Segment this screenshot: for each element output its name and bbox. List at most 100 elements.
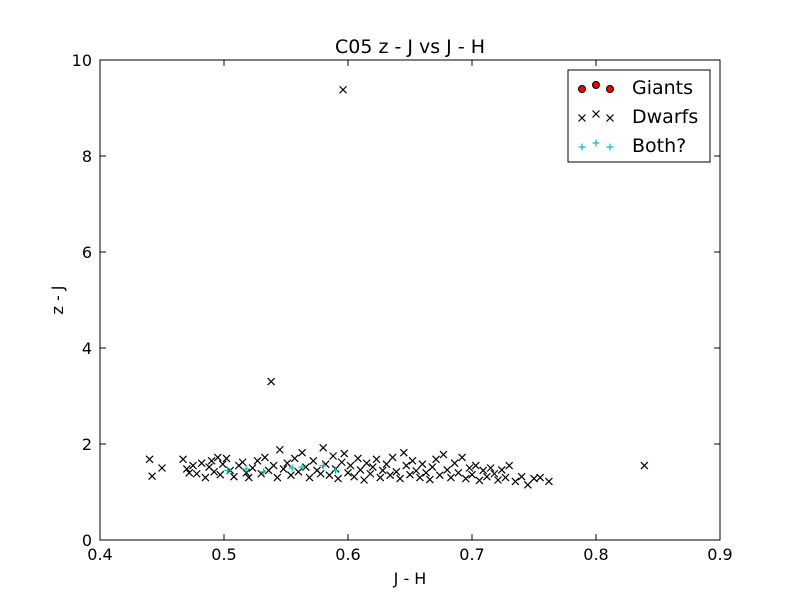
data-point bbox=[298, 463, 306, 471]
legend-marker bbox=[578, 143, 586, 151]
legend-marker bbox=[606, 114, 614, 122]
y-axis-label: z - J bbox=[48, 285, 67, 314]
legend-label: Both? bbox=[632, 135, 686, 157]
data-point bbox=[290, 454, 299, 463]
data-point bbox=[360, 476, 369, 484]
legend-entry: Dwarfs bbox=[578, 106, 698, 128]
data-point bbox=[158, 464, 166, 472]
data-point bbox=[218, 460, 227, 469]
data-point bbox=[402, 461, 411, 470]
data-point bbox=[461, 474, 470, 483]
data-point bbox=[388, 453, 397, 462]
data-point bbox=[523, 480, 532, 489]
data-point bbox=[392, 467, 401, 476]
data-point bbox=[242, 468, 251, 477]
data-point bbox=[329, 452, 338, 460]
data-point bbox=[279, 465, 288, 473]
x-tick-label: 0.8 bbox=[583, 545, 608, 564]
data-point bbox=[344, 468, 352, 477]
x-axis-label: J - H bbox=[393, 569, 427, 588]
y-tick-label: 8 bbox=[82, 147, 92, 166]
data-point bbox=[213, 453, 222, 462]
data-point bbox=[185, 468, 194, 477]
legend-label: Giants bbox=[632, 77, 693, 99]
legend: Giants Dwarfs Both? bbox=[567, 69, 711, 163]
x-tick-label: 0.6 bbox=[335, 545, 360, 564]
data-point bbox=[294, 467, 303, 476]
data-point bbox=[189, 461, 197, 470]
data-point bbox=[301, 463, 310, 471]
data-point bbox=[428, 463, 437, 471]
data-point bbox=[432, 455, 440, 464]
data-point bbox=[382, 460, 391, 469]
data-point bbox=[372, 455, 381, 464]
legend-marker bbox=[578, 114, 586, 122]
data-point bbox=[216, 470, 225, 479]
y-tick-label: 0 bbox=[82, 531, 92, 550]
data-point bbox=[454, 468, 463, 477]
data-point bbox=[316, 469, 325, 478]
legend-marker bbox=[578, 85, 586, 93]
data-point bbox=[475, 476, 484, 485]
data-point bbox=[465, 464, 474, 472]
x-tick-label: 0.9 bbox=[707, 545, 732, 564]
data-point bbox=[350, 472, 359, 481]
data-point bbox=[337, 458, 346, 467]
data-point bbox=[497, 465, 506, 474]
legend-marker bbox=[606, 143, 614, 151]
data-point bbox=[386, 471, 395, 480]
x-axis-ticks: 0.4 0.5 0.6 0.7 0.8 0.9 bbox=[87, 60, 733, 564]
data-point bbox=[640, 461, 649, 470]
legend-entry: Both? bbox=[578, 135, 686, 157]
series-both bbox=[224, 462, 340, 476]
data-point bbox=[332, 466, 340, 474]
data-point bbox=[356, 465, 365, 474]
data-point bbox=[435, 471, 444, 480]
data-point bbox=[443, 465, 452, 474]
data-point bbox=[501, 473, 510, 482]
x-tick-label: 0.5 bbox=[211, 545, 236, 564]
data-point bbox=[269, 461, 278, 470]
x-tick-label: 0.7 bbox=[459, 545, 484, 564]
data-point bbox=[353, 454, 362, 463]
data-point bbox=[287, 471, 295, 480]
legend-marker bbox=[592, 81, 600, 89]
data-point bbox=[446, 473, 455, 482]
data-point bbox=[471, 461, 480, 470]
data-point bbox=[145, 455, 154, 464]
y-axis-ticks: 0 2 4 6 8 10 bbox=[72, 51, 720, 550]
data-point bbox=[479, 466, 488, 475]
data-point bbox=[260, 468, 268, 476]
data-point bbox=[458, 453, 467, 462]
y-tick-label: 6 bbox=[82, 243, 92, 262]
data-point bbox=[450, 459, 459, 468]
data-point bbox=[207, 456, 216, 465]
legend-marker bbox=[592, 110, 600, 118]
data-point bbox=[210, 467, 219, 476]
data-point bbox=[273, 473, 282, 482]
data-point bbox=[412, 466, 421, 475]
y-tick-label: 2 bbox=[82, 435, 92, 454]
data-point bbox=[179, 455, 188, 464]
legend-entry: Giants bbox=[578, 77, 693, 99]
y-tick-label: 4 bbox=[82, 339, 92, 358]
data-point bbox=[283, 459, 292, 468]
data-point bbox=[415, 473, 424, 482]
data-point bbox=[248, 464, 257, 472]
data-point bbox=[148, 472, 157, 481]
data-point bbox=[319, 443, 328, 452]
data-point bbox=[325, 471, 334, 480]
data-point bbox=[494, 476, 502, 484]
data-point bbox=[267, 377, 276, 386]
data-point bbox=[238, 458, 247, 467]
data-point bbox=[288, 464, 296, 472]
data-point bbox=[366, 469, 375, 478]
data-point bbox=[408, 456, 417, 465]
data-point bbox=[229, 472, 238, 481]
data-point bbox=[305, 473, 314, 482]
data-point bbox=[201, 473, 210, 482]
data-point bbox=[376, 473, 385, 482]
data-point bbox=[192, 469, 201, 478]
data-point bbox=[530, 474, 538, 483]
data-point bbox=[378, 466, 387, 475]
